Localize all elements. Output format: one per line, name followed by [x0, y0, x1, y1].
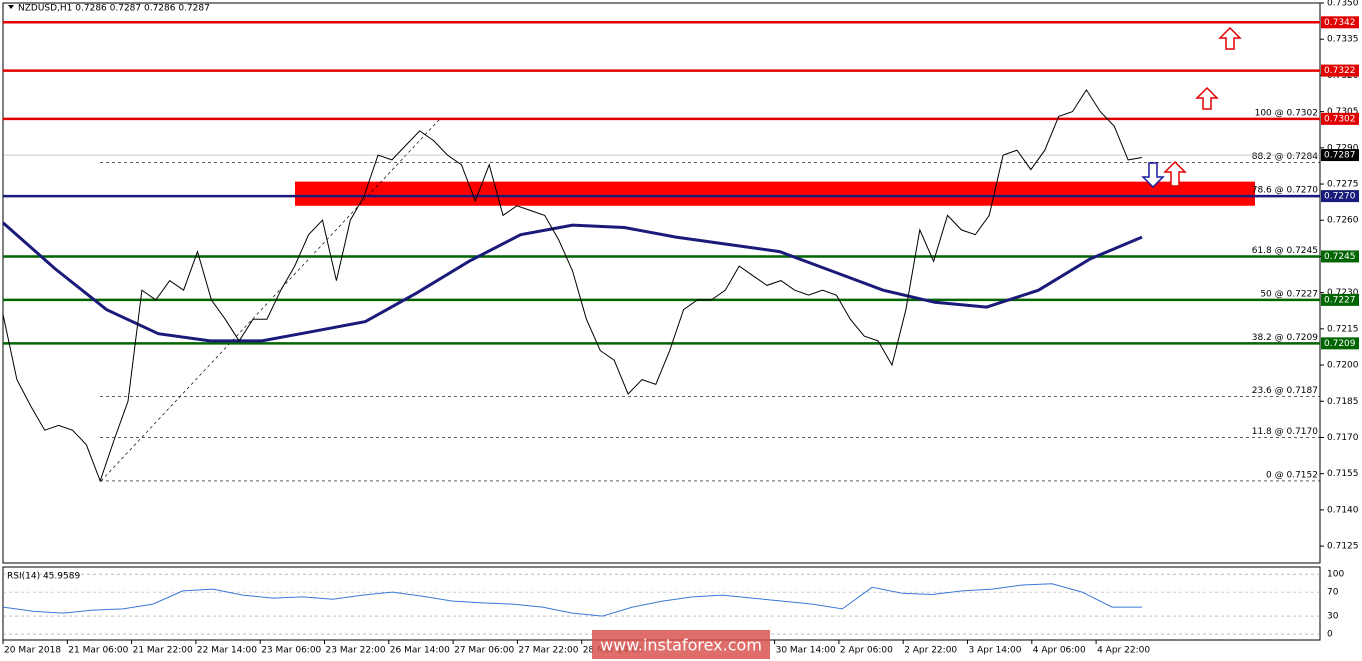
x-tick-label: 22 Mar 14:00	[197, 646, 257, 656]
x-tick-label: 20 Mar 2018	[4, 646, 61, 656]
y-tick-label: 0.7140	[1327, 505, 1359, 515]
fib-label: 50 @ 0.7227	[1260, 289, 1318, 299]
y-tick-label: 0.7260	[1327, 216, 1359, 226]
level-label: 0.7342	[1324, 18, 1356, 28]
y-tick-label: 0.7230	[1327, 288, 1359, 298]
down-arrow	[1141, 162, 1165, 189]
current-price-label: 0.7287	[1324, 151, 1356, 161]
fib-label: 78.6 @ 0.7270	[1252, 186, 1319, 196]
rsi-frame	[2, 566, 1321, 641]
y-tick-label: 0.7350	[1327, 0, 1359, 9]
fib-label: 38.2 @ 0.7209	[1252, 333, 1319, 343]
y-tick-label: 0.7125	[1327, 542, 1359, 552]
current-price-box	[1321, 149, 1359, 162]
fib-label: 0 @ 0.7152	[1266, 470, 1318, 480]
y-tick-label: 0.7185	[1327, 397, 1359, 407]
x-tick-label: 23 Mar 22:00	[326, 646, 386, 656]
level-label: 0.7270	[1324, 192, 1356, 202]
watermark-bg	[592, 630, 770, 659]
x-tick-label: 4 Apr 06:00	[1033, 646, 1086, 656]
level-label: 0.7227	[1324, 295, 1356, 305]
level-box	[1321, 112, 1359, 125]
y-tick-label: 0.7275	[1327, 180, 1359, 190]
level-label: 0.7322	[1324, 66, 1356, 76]
rsi-tick-label: 0	[1327, 630, 1333, 640]
line	[2, 583, 1142, 617]
y-tick-label: 0.7155	[1327, 469, 1359, 479]
line	[2, 221, 1143, 343]
fib-label: 61.8 @ 0.7245	[1252, 246, 1318, 256]
arrows	[1141, 26, 1242, 189]
fib-label: 11.8 @ 0.7170	[1252, 427, 1319, 437]
level-label: 0.7209	[1324, 339, 1356, 349]
rsi-tick-label: 30	[1327, 612, 1339, 622]
menu-icon	[8, 5, 14, 9]
level-box	[1321, 64, 1359, 77]
x-tick-label: 2 Apr 06:00	[840, 646, 893, 656]
y-tick-label: 0.7215	[1327, 324, 1359, 334]
level-box	[1321, 16, 1359, 29]
y-tick-label: 0.7200	[1327, 361, 1359, 371]
resistance-zone	[295, 181, 1255, 206]
x-tick-label: 3 Apr 14:00	[969, 646, 1022, 656]
fib-label: 23.6 @ 0.7187	[1252, 386, 1318, 396]
level-box	[1321, 293, 1359, 306]
level-box	[1321, 250, 1359, 263]
x-tick-label: 2 Apr 22:00	[904, 646, 957, 656]
x-tick-label: 4 Apr 22:00	[1097, 646, 1150, 656]
line	[2, 88, 1143, 483]
rsi-title: RSI(14) 45.9589	[7, 572, 80, 582]
up-arrow	[1218, 26, 1242, 50]
x-tick-label: 23 Mar 06:00	[261, 646, 321, 656]
x-tick-label: 30 Mar 14:00	[776, 646, 836, 656]
rsi-tick-label: 70	[1327, 588, 1339, 598]
fib-label: 88.2 @ 0.7284	[1252, 152, 1319, 162]
header: NZDUSD,H1 0.7286 0.7287 0.7286 0.7287	[18, 4, 210, 14]
level-label: 0.7302	[1324, 114, 1356, 124]
level-box	[1321, 337, 1359, 350]
rsi-tick-label: 100	[1327, 570, 1344, 580]
x-tick-label: 27 Mar 22:00	[518, 646, 578, 656]
level-box	[1321, 190, 1359, 203]
y-tick-label: 0.7290	[1327, 143, 1359, 153]
x-tick-label: 21 Mar 06:00	[68, 646, 128, 656]
level-label: 0.7245	[1324, 252, 1356, 262]
y-tick-label: 0.7305	[1327, 107, 1359, 117]
y-tick-label: 0.7335	[1327, 35, 1359, 45]
x-tick-label: 21 Mar 22:00	[133, 646, 193, 656]
x-tick-label: 26 Mar 14:00	[390, 646, 450, 656]
main-frame	[2, 2, 1321, 564]
up-arrow	[1163, 160, 1187, 187]
up-arrow	[1195, 86, 1219, 110]
fib-label: 100 @ 0.7302	[1255, 108, 1318, 118]
x-tick-label: 27 Mar 06:00	[454, 646, 514, 656]
watermark: www.instaforex.com	[600, 636, 762, 655]
y-tick-label: 0.7170	[1327, 433, 1359, 443]
